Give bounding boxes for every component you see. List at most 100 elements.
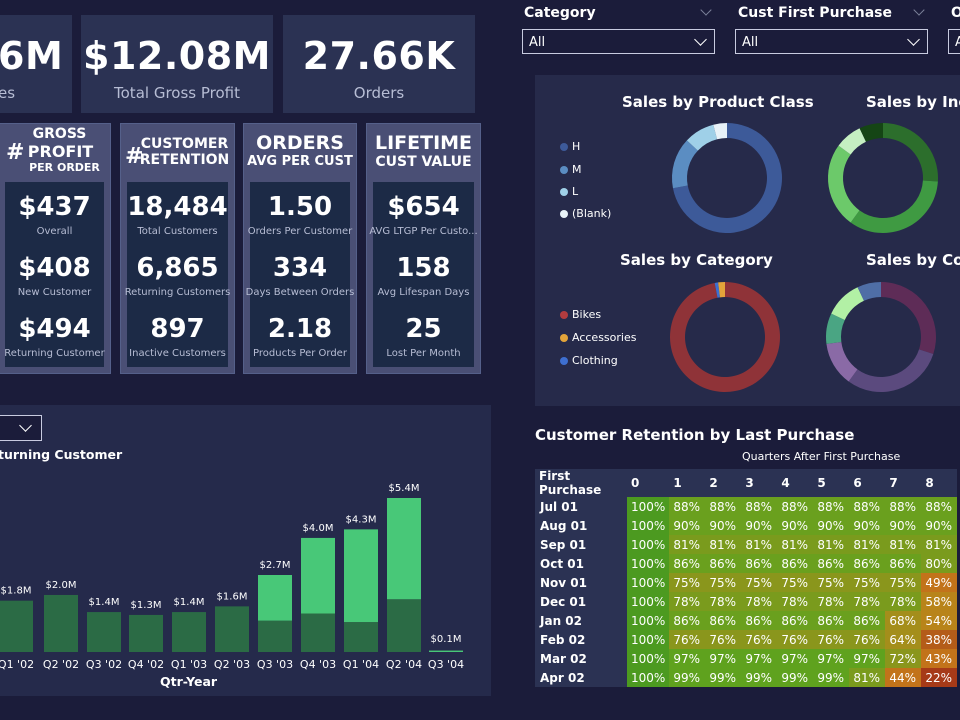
bar-segment-upper[interactable] (301, 537, 335, 614)
retention-cell: 99% (813, 668, 850, 687)
metric-avg-ltgp: $654 AVG LTGP Per Custo... (369, 192, 477, 237)
legend-item-blank[interactable]: (Blank) (560, 207, 611, 220)
bar-segment-lower[interactable] (172, 612, 206, 652)
metric-value: $654 (387, 192, 460, 222)
donut-slice-country-1[interactable] (848, 349, 934, 392)
legend-label: H (572, 140, 581, 153)
card-header: # GROSS PROFIT PER ORDER (0, 124, 110, 180)
legend-item-h[interactable]: H (560, 140, 580, 153)
metric-days-between-orders: 334 Days Between Orders (246, 253, 355, 298)
kpi-label: Total Gross Profit (114, 84, 240, 102)
bar-segment-lower[interactable] (258, 620, 292, 652)
legend-item-l[interactable]: L (560, 185, 578, 198)
retention-column-header[interactable]: 2 (705, 469, 742, 497)
card-title-line: CUST VALUE (375, 154, 472, 170)
metric-label: Products Per Order (253, 348, 347, 359)
retention-row-header[interactable]: First Purchase (535, 469, 627, 497)
third-slicer-dropdown[interactable]: A (948, 29, 960, 54)
donut-slice-category-1[interactable] (714, 282, 720, 298)
x-tick-label: Q1 '03 (171, 658, 207, 671)
retention-column-header[interactable]: 8 (921, 469, 958, 497)
bar-segment-lower[interactable] (301, 613, 335, 653)
metric-value: 158 (396, 253, 451, 283)
donut-slice-country-0[interactable] (881, 282, 936, 354)
retention-column-header[interactable]: 6 (849, 469, 886, 497)
metric-label: AVG LTGP Per Custo... (369, 226, 478, 237)
metric-label: Overall (36, 226, 73, 237)
retention-column-header[interactable]: 0 (627, 469, 670, 497)
retention-cell: 81% (669, 535, 706, 554)
donut-slice-category-2[interactable] (718, 282, 725, 298)
legend-item-clothing[interactable]: Clothing (560, 354, 618, 367)
donut-slice-income-0[interactable] (883, 123, 938, 182)
donut-slice-country-5[interactable] (857, 282, 881, 301)
metric-overall: $437 Overall (18, 192, 90, 237)
bar-data-label: $0.1M (431, 634, 462, 645)
retention-cell: 76% (849, 630, 886, 649)
donut-slice-product_class-3[interactable] (713, 123, 727, 140)
retention-cell: 100% (627, 516, 670, 535)
retention-cell: 58% (921, 592, 958, 611)
retention-column-header[interactable]: 1 (669, 469, 706, 497)
bar-segment-upper[interactable] (387, 498, 421, 600)
bar-segment-upper[interactable] (258, 575, 292, 621)
donut-slice-income-3[interactable] (838, 128, 866, 155)
retention-column-header[interactable]: 7 (885, 469, 922, 497)
bar-segment-lower[interactable] (344, 622, 378, 652)
donut-slice-income-4[interactable] (859, 123, 883, 142)
card-header: # CUSTOMER RETENTION (121, 124, 234, 180)
bar-segment-lower[interactable] (0, 600, 33, 652)
bar-data-label: $1.4M (174, 597, 205, 608)
donut-slice-country-2[interactable] (826, 342, 858, 382)
retention-row: Feb 02 100% 76% 76% 76% 76% 76% 76% 64% 38% (535, 630, 958, 649)
retention-cell: 78% (705, 592, 742, 611)
legend-item-m[interactable]: M (560, 163, 582, 176)
chevron-down-icon[interactable] (913, 4, 925, 16)
retention-cell: 75% (885, 573, 922, 592)
category-slicer-dropdown[interactable]: All (522, 29, 715, 54)
retention-cell: 97% (705, 649, 742, 668)
retention-matrix: First Purchase 0 1 2 3 4 5 6 7 8 Jul 01 100% 88% 88%… (535, 469, 958, 687)
bar-segment-lower[interactable] (215, 606, 249, 652)
x-tick-label: Q3 '03 (257, 658, 293, 671)
chevron-down-icon[interactable] (700, 4, 712, 16)
legend-item-bikes[interactable]: Bikes (560, 308, 601, 321)
bar-segment-upper[interactable] (344, 529, 378, 623)
donut-slice-country-3[interactable] (826, 313, 845, 344)
hash-icon: # (125, 144, 144, 169)
x-tick-label: Q2 '03 (214, 658, 250, 671)
retention-cell: 86% (669, 611, 706, 630)
retention-row: Nov 01 100% 75% 75% 75% 75% 75% 75% 75% 49% (535, 573, 958, 592)
bar-segment-lower[interactable] (87, 612, 121, 652)
retention-column-header[interactable]: 5 (813, 469, 850, 497)
donut-slice-product_class-1[interactable] (672, 140, 698, 189)
bar-segment-lower[interactable] (429, 650, 463, 652)
retention-cell: 86% (777, 554, 814, 573)
card-body: 18,484 Total Customers 6,865 Returning C… (125, 182, 230, 367)
donut-slice-category-0[interactable] (669, 282, 780, 393)
bar-segment-lower[interactable] (129, 614, 163, 652)
slicer-label-cust-first-purchase: Cust First Purchase (738, 5, 892, 21)
bar-chart-dropdown[interactable] (0, 415, 42, 441)
donut-slice-income-2[interactable] (828, 145, 860, 223)
retention-cell: 81% (813, 535, 850, 554)
retention-cell: 81% (849, 668, 886, 687)
x-tick-label: Q1 '02 (0, 658, 34, 671)
donut-slice-income-1[interactable] (850, 180, 938, 234)
cust-first-purchase-slicer-dropdown[interactable]: All (735, 29, 928, 54)
retention-cell: 86% (849, 554, 886, 573)
retention-cell: 100% (627, 592, 670, 611)
retention-cell: 90% (741, 516, 778, 535)
retention-column-header[interactable]: 4 (777, 469, 814, 497)
metric-value: $408 (18, 253, 91, 283)
retention-column-header[interactable]: 3 (741, 469, 778, 497)
bar-segment-lower[interactable] (44, 594, 78, 652)
donut-slice-country-4[interactable] (831, 287, 864, 320)
donut-slice-product_class-2[interactable] (686, 124, 718, 151)
retention-cell: 76% (813, 630, 850, 649)
donut-title-product-class: Sales by Product Class (622, 93, 814, 111)
legend-item-accessories[interactable]: Accessories (560, 331, 636, 344)
bar-segment-lower[interactable] (387, 599, 421, 652)
metric-value: 6,865 (136, 253, 219, 283)
metric-label: Inactive Customers (129, 348, 226, 359)
